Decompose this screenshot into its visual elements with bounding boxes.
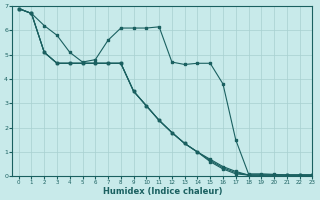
X-axis label: Humidex (Indice chaleur): Humidex (Indice chaleur) xyxy=(103,187,222,196)
